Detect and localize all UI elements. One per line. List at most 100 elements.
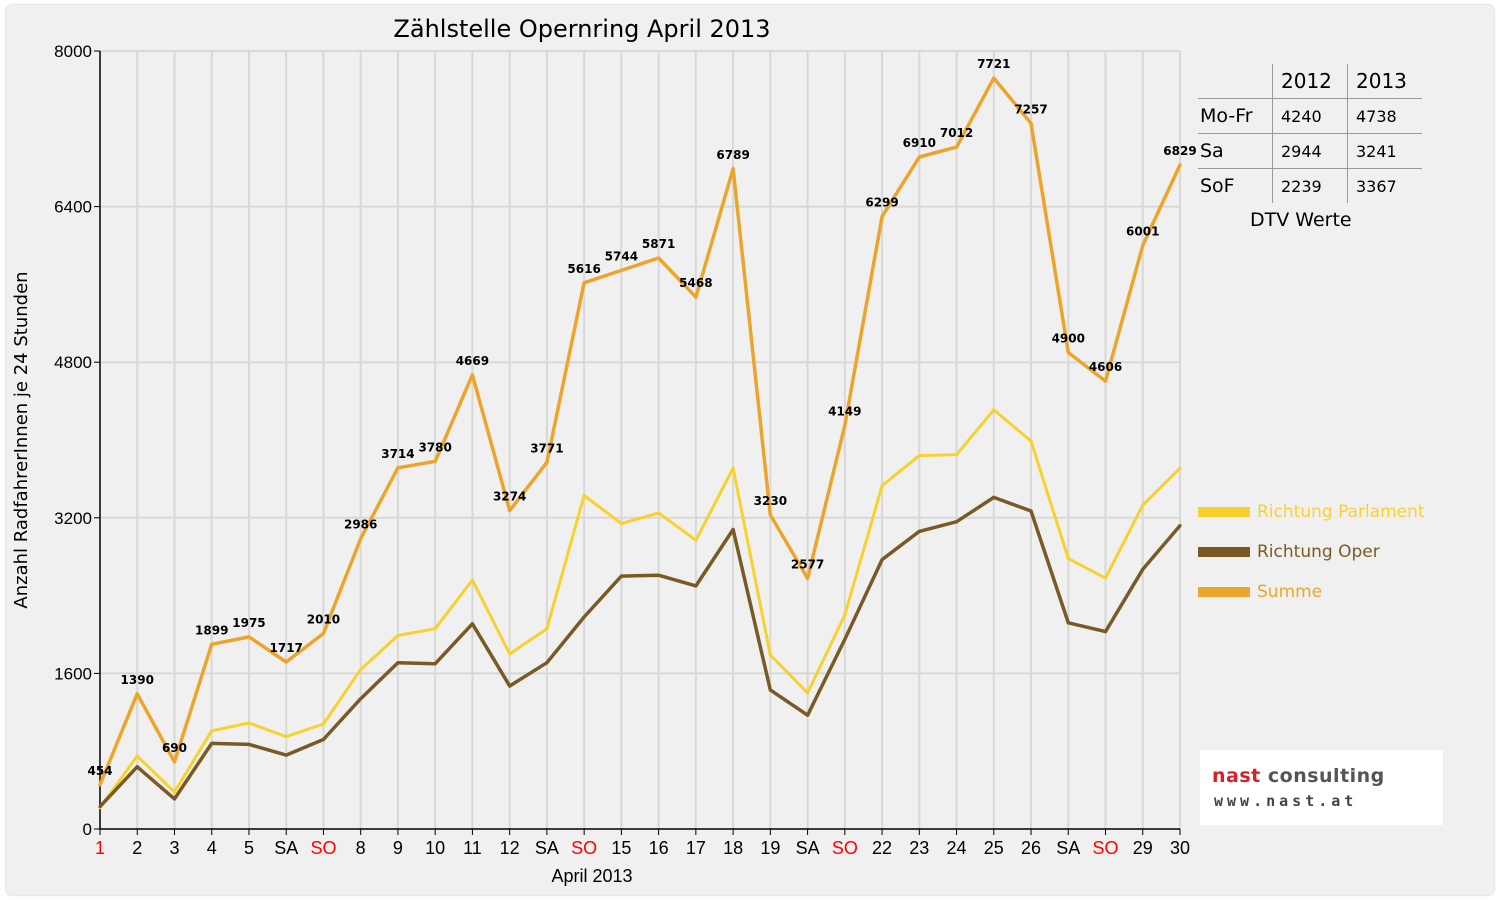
dtv-row-label: SoF (1200, 175, 1235, 197)
x-tick-label: SA (274, 838, 298, 858)
x-tick-label: 4 (207, 838, 217, 858)
chart-legend: Richtung Parlament Richtung Oper Summe (1198, 492, 1425, 612)
data-label: 4606 (1089, 360, 1122, 374)
data-label: 2010 (307, 613, 340, 627)
data-point-oper (1141, 567, 1145, 571)
legend-swatch (1198, 587, 1250, 597)
data-label: 3274 (493, 490, 526, 504)
data-point-oper (172, 797, 177, 801)
data-point-parlament (954, 452, 959, 457)
data-label: 5616 (567, 262, 600, 276)
data-point-oper (657, 573, 661, 577)
data-label: 6789 (716, 148, 749, 162)
data-point-parlament (619, 522, 623, 526)
x-tick-label: SA (796, 838, 820, 858)
x-tick-label: 17 (686, 838, 706, 858)
data-point-summe (359, 537, 363, 541)
data-label: 690 (162, 741, 187, 755)
data-point-parlament (396, 633, 400, 638)
data-point-parlament (545, 627, 549, 631)
x-tick-label: 1 (95, 838, 105, 858)
data-point-parlament (582, 493, 586, 498)
data-point-parlament (1141, 503, 1145, 507)
chart-title: Zählstelle Opernring April 2013 (393, 15, 770, 43)
data-point-parlament (805, 691, 810, 695)
data-point-parlament (1103, 576, 1108, 580)
x-tick-label: SA (1056, 838, 1080, 858)
data-point-oper (768, 688, 772, 692)
data-point-parlament (284, 735, 288, 739)
x-axis-label: April 2013 (551, 866, 632, 886)
data-label: 7257 (1014, 102, 1047, 116)
data-point-summe (843, 423, 847, 428)
data-point-parlament (731, 466, 735, 470)
data-point-oper (1103, 629, 1108, 634)
data-label: 4669 (456, 354, 489, 368)
data-point-oper (210, 741, 214, 746)
x-tick-label: 23 (909, 838, 929, 858)
x-tick-label: SO (832, 838, 858, 858)
data-label: 2577 (791, 557, 824, 571)
dtv-caption: DTV Werte (1250, 209, 1352, 231)
data-label: 1899 (195, 623, 228, 637)
x-tick-label: 12 (500, 838, 520, 858)
data-point-summe (396, 466, 400, 470)
x-tick-label: 2 (132, 838, 142, 858)
data-point-summe (1103, 379, 1108, 383)
x-tick-label: 3 (169, 838, 179, 858)
data-point-parlament (843, 613, 847, 617)
data-point-summe (172, 760, 177, 764)
dtv-year-2012: 2012 (1272, 64, 1348, 99)
data-point-summe (768, 513, 772, 517)
data-point-summe (880, 214, 884, 219)
data-point-parlament (657, 511, 661, 515)
y-tick-label: 8000 (54, 42, 92, 61)
legend-item-oper: Richtung Oper (1198, 532, 1425, 572)
data-point-parlament (917, 453, 921, 458)
data-point-oper (805, 713, 810, 717)
legend-label: Richtung Oper (1257, 542, 1380, 562)
data-point-parlament (321, 722, 326, 726)
data-point-summe (1029, 121, 1033, 125)
x-tick-label: 9 (393, 838, 403, 858)
data-point-summe (1178, 163, 1182, 167)
data-point-parlament (1178, 466, 1182, 470)
data-label: 6299 (865, 195, 898, 209)
data-point-oper (917, 529, 921, 534)
x-tick-label: SO (310, 838, 336, 858)
data-point-oper (359, 697, 363, 701)
data-point-parlament (470, 578, 475, 582)
x-tick-label: 16 (649, 838, 669, 858)
x-tick-label: 24 (947, 838, 967, 858)
logo-name: nast consulting (1212, 765, 1385, 787)
data-label: 3714 (381, 447, 414, 461)
data-label: 6829 (1163, 144, 1196, 158)
data-point-parlament (768, 653, 772, 657)
data-point-parlament (508, 652, 512, 656)
y-tick-label: 4800 (54, 353, 92, 372)
data-label: 3230 (754, 494, 787, 508)
x-tick-label: 29 (1133, 838, 1153, 858)
legend-label: Richtung Parlament (1257, 502, 1425, 522)
legend-label: Summe (1257, 582, 1323, 602)
data-label: 5871 (642, 237, 675, 251)
data-point-oper (992, 495, 996, 499)
data-label: 1390 (121, 673, 154, 687)
x-tick-label: 10 (425, 838, 445, 858)
dtv-cell: 3241 (1347, 133, 1422, 169)
data-point-parlament (880, 484, 884, 488)
data-point-parlament (694, 538, 698, 542)
dtv-cell: 2944 (1272, 133, 1348, 169)
legend-item-summe: Summe (1198, 572, 1425, 612)
data-label: 2986 (344, 518, 377, 532)
data-point-summe (619, 268, 623, 272)
y-tick-label: 0 (83, 820, 92, 839)
company-logo: nast consulting www.nast.at (1200, 750, 1443, 825)
data-label: 3771 (530, 441, 563, 455)
x-tick-label: 5 (244, 838, 254, 858)
x-tick-label: 19 (760, 838, 780, 858)
series-line-parlament (98, 408, 1182, 809)
x-tick-label: 8 (356, 838, 366, 858)
data-point-summe (321, 631, 326, 636)
data-point-summe (545, 460, 549, 464)
